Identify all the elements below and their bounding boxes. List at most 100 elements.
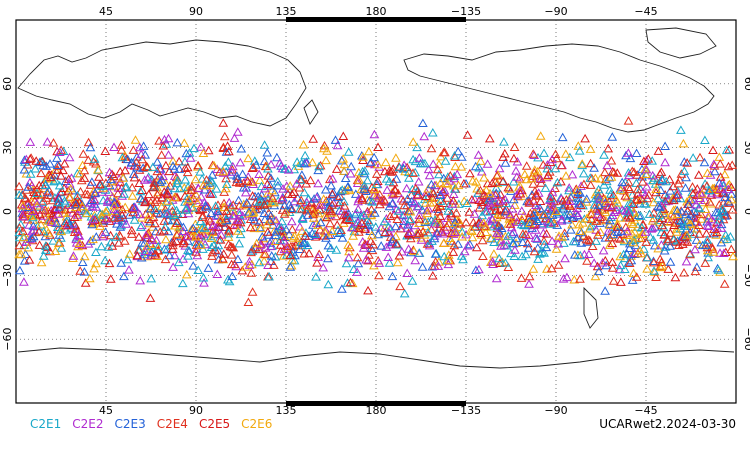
- observation-marker: [88, 186, 99, 196]
- observation-marker: [693, 170, 704, 179]
- observation-marker: [380, 227, 391, 237]
- observation-marker: [630, 195, 641, 204]
- observation-marker: [74, 239, 85, 249]
- observation-marker: [168, 156, 178, 165]
- observation-marker: [22, 159, 33, 169]
- observation-marker: [161, 160, 171, 170]
- observation-marker: [410, 255, 421, 265]
- observation-marker: [595, 212, 606, 222]
- observation-marker: [17, 203, 28, 213]
- observation-marker: [211, 184, 222, 193]
- observation-marker: [621, 150, 631, 160]
- observation-marker: [153, 187, 163, 197]
- observation-marker: [128, 207, 138, 217]
- observation-marker: [655, 254, 666, 263]
- observation-marker: [479, 172, 489, 182]
- observation-marker: [530, 225, 541, 234]
- observation-marker: [45, 190, 56, 199]
- observation-marker: [449, 173, 459, 183]
- observation-marker: [144, 218, 155, 228]
- observation-marker: [232, 215, 243, 224]
- observation-marker: [470, 221, 480, 231]
- observation-marker: [584, 223, 595, 233]
- observation-marker: [456, 162, 467, 171]
- observation-marker: [569, 250, 580, 259]
- bottom-lon-tick-label: 135: [276, 404, 297, 417]
- observation-marker: [167, 244, 178, 253]
- observation-marker: [129, 215, 140, 224]
- observation-marker: [593, 200, 604, 209]
- observation-marker: [332, 140, 343, 150]
- observation-marker: [181, 205, 191, 214]
- observation-marker: [646, 224, 657, 233]
- observation-marker: [77, 199, 87, 208]
- observation-marker: [168, 161, 178, 170]
- observation-marker: [636, 193, 647, 203]
- observation-marker: [339, 196, 349, 206]
- observation-marker: [450, 217, 460, 226]
- legend-item-c2e3: C2E3: [114, 417, 146, 431]
- observation-marker: [245, 222, 256, 232]
- observation-marker: [178, 222, 189, 231]
- observation-marker: [56, 243, 67, 252]
- observation-marker: [185, 226, 196, 235]
- observation-marker: [172, 178, 182, 188]
- observation-marker: [130, 135, 141, 144]
- observation-marker: [427, 236, 437, 245]
- observation-marker: [343, 240, 354, 249]
- observation-marker: [383, 222, 394, 231]
- observation-marker: [318, 194, 329, 203]
- observation-marker: [63, 186, 74, 195]
- observation-marker: [649, 266, 659, 275]
- observation-marker: [651, 272, 661, 281]
- observation-marker: [649, 207, 659, 217]
- observation-marker: [678, 138, 689, 148]
- observation-marker: [598, 245, 609, 255]
- observation-marker: [648, 235, 659, 244]
- observation-marker: [207, 176, 218, 186]
- observation-marker: [47, 210, 58, 219]
- bottom-axis-bar: [286, 401, 466, 406]
- observation-marker: [517, 251, 527, 261]
- observation-marker: [339, 201, 350, 210]
- observation-marker: [323, 253, 333, 263]
- observation-marker: [690, 266, 701, 276]
- observation-marker: [604, 172, 615, 182]
- observation-marker: [339, 159, 350, 169]
- observation-marker: [638, 219, 648, 228]
- observation-marker: [442, 222, 452, 231]
- observation-marker: [682, 158, 692, 167]
- observation-marker: [247, 191, 258, 200]
- observation-marker: [403, 167, 414, 177]
- observation-marker: [327, 226, 337, 235]
- left-lat-tick-label: 30: [1, 141, 14, 155]
- observation-marker: [40, 208, 51, 217]
- observation-marker: [577, 159, 588, 168]
- observation-marker: [727, 204, 738, 214]
- observation-marker: [595, 174, 606, 183]
- observation-marker: [156, 150, 167, 159]
- observation-marker: [28, 231, 39, 241]
- observation-marker: [424, 170, 435, 180]
- observation-marker: [551, 244, 562, 253]
- observation-marker: [516, 206, 527, 215]
- observation-marker: [435, 196, 446, 205]
- bottom-lon-tick-label: −45: [634, 404, 657, 417]
- observation-marker: [338, 131, 349, 140]
- observation-marker: [262, 179, 273, 188]
- observation-marker: [79, 267, 90, 276]
- observation-marker: [524, 230, 535, 240]
- observation-marker: [77, 160, 88, 169]
- observation-marker: [518, 229, 528, 238]
- observation-marker: [260, 183, 270, 193]
- observation-marker: [143, 189, 154, 199]
- observation-marker: [94, 179, 105, 189]
- observation-marker: [364, 146, 374, 156]
- observation-marker: [573, 196, 584, 205]
- observation-marker: [162, 189, 173, 199]
- observation-marker: [170, 183, 180, 193]
- observation-marker: [487, 206, 498, 215]
- observation-marker: [337, 185, 348, 194]
- observation-marker: [374, 189, 385, 199]
- observation-marker: [528, 196, 539, 205]
